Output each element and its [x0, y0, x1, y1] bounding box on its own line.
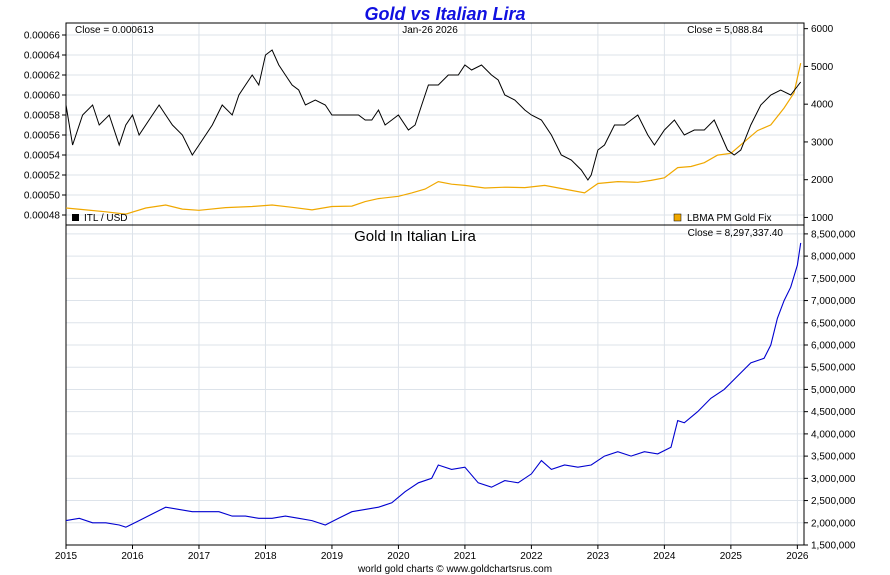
left-tick-label: 0.00060 [24, 91, 61, 102]
bottom-right-tick-label: 2,000,000 [811, 518, 856, 529]
left-tick-label: 0.00066 [24, 31, 61, 42]
x-tick-label: 2017 [188, 551, 211, 562]
x-axis: 2015 2016 2017 2018 2019 2020 2021 2022 2023 2024… [55, 545, 809, 562]
right-tick-label: 2000 [811, 175, 834, 186]
bottom-right-tick-label: 8,500,000 [811, 229, 856, 240]
top-close-right: Close = 5,088.84 [687, 25, 763, 36]
left-tick-label: 0.00062 [24, 71, 61, 82]
bottom-right-tick-label: 1,500,000 [811, 541, 856, 552]
bottom-panel: 1,500,000 2,000,000 2,500,000 3,000,000 3,50… [55, 224, 856, 562]
bottom-panel-frame [65, 224, 805, 546]
legend-itl-swatch [72, 214, 79, 221]
x-tick-label: 2018 [254, 551, 277, 562]
itl-usd-series-line [65, 49, 802, 181]
x-tick-label: 2024 [653, 551, 676, 562]
bottom-right-tick-label: 4,000,000 [811, 429, 856, 440]
bottom-right-tick-label: 4,500,000 [811, 407, 856, 418]
bottom-right-tick-label: 2,500,000 [811, 496, 856, 507]
left-tick-label: 0.00064 [24, 51, 61, 62]
bottom-right-tick-label: 6,000,000 [811, 341, 856, 352]
top-left-axis: 0.00048 0.00050 0.00052 0.00054 0.00056 0.000… [24, 31, 66, 222]
right-tick-label: 5000 [811, 62, 834, 73]
x-tick-label: 2020 [387, 551, 410, 562]
x-tick-label: 2015 [55, 551, 78, 562]
left-tick-label: 0.00048 [24, 211, 61, 222]
right-tick-label: 6000 [811, 24, 834, 35]
x-tick-label: 2021 [454, 551, 477, 562]
bottom-title: Gold In Italian Lira [354, 228, 476, 245]
legend-gold-swatch [673, 213, 682, 222]
top-panel: 0.00048 0.00050 0.00052 0.00054 0.00056 0.000… [24, 22, 834, 226]
bottom-close-label: Close = 8,297,337.40 [688, 228, 784, 239]
left-tick-label: 0.00056 [24, 131, 61, 142]
legend-gold-label: LBMA PM Gold Fix [687, 213, 771, 224]
left-tick-label: 0.00052 [24, 171, 61, 182]
bottom-right-tick-label: 7,000,000 [811, 296, 856, 307]
bottom-right-axis: 1,500,000 2,000,000 2,500,000 3,000,000 3,50… [804, 229, 856, 552]
legend-itl-label: ITL / USD [84, 213, 128, 224]
bottom-right-tick-label: 6,500,000 [811, 318, 856, 329]
left-tick-label: 0.00054 [24, 151, 61, 162]
gold-fix-series-line [65, 62, 802, 215]
x-tick-label: 2019 [321, 551, 344, 562]
top-date-label: Jan-26 2026 [402, 25, 458, 36]
x-tick-label: 2022 [520, 551, 543, 562]
top-right-axis: 1000 2000 3000 4000 5000 6000 [804, 24, 834, 224]
top-close-left: Close = 0.000613 [75, 25, 154, 36]
left-tick-label: 0.00058 [24, 111, 61, 122]
gold-in-lira-series-line [65, 242, 802, 528]
x-tick-label: 2016 [121, 551, 144, 562]
left-tick-label: 0.00050 [24, 191, 61, 202]
bottom-right-tick-label: 8,000,000 [811, 252, 856, 263]
bottom-right-tick-label: 3,500,000 [811, 452, 856, 463]
bottom-right-tick-label: 5,000,000 [811, 385, 856, 396]
x-tick-label: 2025 [720, 551, 743, 562]
right-tick-label: 4000 [811, 100, 834, 111]
right-tick-label: 3000 [811, 137, 834, 148]
x-tick-label: 2026 [786, 551, 809, 562]
footer-credit: world gold charts © www.goldchartsrus.co… [357, 564, 552, 575]
right-tick-label: 1000 [811, 213, 834, 224]
bottom-right-tick-label: 3,000,000 [811, 474, 856, 485]
main-title: Gold vs Italian Lira [364, 4, 525, 24]
x-tick-label: 2023 [587, 551, 610, 562]
bottom-right-tick-label: 5,500,000 [811, 363, 856, 374]
bottom-right-tick-label: 7,500,000 [811, 274, 856, 285]
